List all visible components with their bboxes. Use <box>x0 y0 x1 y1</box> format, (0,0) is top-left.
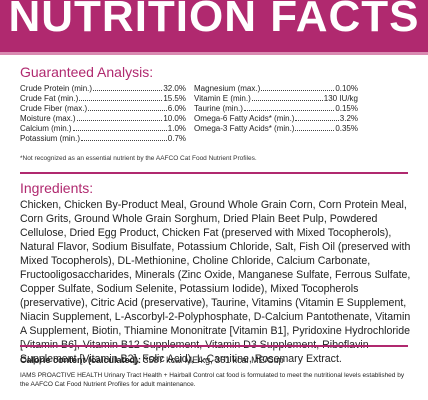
header-title: NUTRITION FACTS <box>8 0 420 41</box>
nutrient-label: Taurine (min.) <box>194 104 243 113</box>
header-band: NUTRITION FACTS <box>0 0 428 55</box>
nutrient-label: Potassium (min.) <box>20 134 81 143</box>
dot-leader <box>295 124 335 131</box>
footnote: *Not recognized as an essential nutrient… <box>20 155 257 162</box>
nutrient-value: 0.15% <box>335 104 358 113</box>
nutrient-value: 32.0% <box>163 84 186 93</box>
dot-leader <box>76 114 163 121</box>
nutrient-value: 3.2% <box>339 114 358 123</box>
analysis-row: Crude Protein (min.) 32.0% <box>20 84 186 94</box>
analysis-row: Omega-6 Fatty Acids* (min.) 3.2% <box>194 114 358 124</box>
nutrient-value: 0.10% <box>335 84 358 93</box>
nutrient-label: Calcium (min.) <box>20 124 72 133</box>
nutrient-value: 0.35% <box>335 124 358 133</box>
nutrient-value: 130 IU/kg <box>323 94 358 103</box>
analysis-left: Crude Protein (min.) 32.0% Crude Fat (min.… <box>20 84 186 144</box>
dot-leader <box>243 104 335 111</box>
nutrient-label: Crude Fiber (max.) <box>20 104 88 113</box>
statement: IAMS PROACTIVE HEALTH Urinary Tract Heal… <box>20 372 405 388</box>
analysis-row: Calcium (min.) 1.0% <box>20 124 186 134</box>
nutrient-value: 6.0% <box>167 104 186 113</box>
nutrient-value: 10.0% <box>163 114 186 123</box>
divider <box>20 172 408 174</box>
dot-leader <box>72 124 167 131</box>
nutrient-label: Moisture (max.) <box>20 114 76 123</box>
dot-leader <box>81 134 167 141</box>
analysis-title: Guaranteed Analysis: <box>20 64 154 80</box>
nutrient-value: 15.5% <box>163 94 186 103</box>
dot-leader <box>295 114 339 121</box>
dot-leader <box>93 84 163 91</box>
dot-leader <box>261 84 335 91</box>
analysis-row: Vitamin E (min.) 130 IU/kg <box>194 94 358 104</box>
nutrient-label: Magnesium (max.) <box>194 84 261 93</box>
analysis-right: Magnesium (max.) 0.10% Vitamin E (min.) 130… <box>194 84 358 144</box>
nutrient-value: 1.0% <box>167 124 186 133</box>
analysis-row: Taurine (min.) 0.15% <box>194 104 358 114</box>
calorie: Calorie content (calculated): 3587 kcal … <box>20 355 284 365</box>
calorie-label: Calorie content (calculated): <box>20 355 142 365</box>
dot-leader <box>79 94 163 101</box>
divider <box>20 345 408 347</box>
dot-leader <box>251 94 323 101</box>
nutrient-label: Vitamin E (min.) <box>194 94 251 103</box>
analysis-row: Crude Fat (min.) 15.5% <box>20 94 186 104</box>
analysis-row: Magnesium (max.) 0.10% <box>194 84 358 94</box>
nutrient-label: Crude Fat (min.) <box>20 94 79 103</box>
analysis-row: Potassium (min.) 0.7% <box>20 134 186 144</box>
ingredients-title: Ingredients: <box>20 180 94 196</box>
nutrient-value: 0.7% <box>167 134 186 143</box>
dot-leader <box>88 104 167 111</box>
analysis-row: Crude Fiber (max.) 6.0% <box>20 104 186 114</box>
nutrient-label: Omega-6 Fatty Acids* (min.) <box>194 114 295 123</box>
analysis-table: Crude Protein (min.) 32.0% Crude Fat (min.… <box>20 84 400 144</box>
nutrient-label: Crude Protein (min.) <box>20 84 93 93</box>
analysis-row: Omega-3 Fatty Acids* (min.) 0.35% <box>194 124 358 134</box>
analysis-row: Moisture (max.) 10.0% <box>20 114 186 124</box>
calorie-value: 3587 kcal ME/kg, 361 kcal ME/Cup <box>143 355 284 365</box>
ingredients-text: Chicken, Chicken By-Product Meal, Ground… <box>20 199 411 365</box>
nutrient-label: Omega-3 Fatty Acids* (min.) <box>194 124 295 133</box>
